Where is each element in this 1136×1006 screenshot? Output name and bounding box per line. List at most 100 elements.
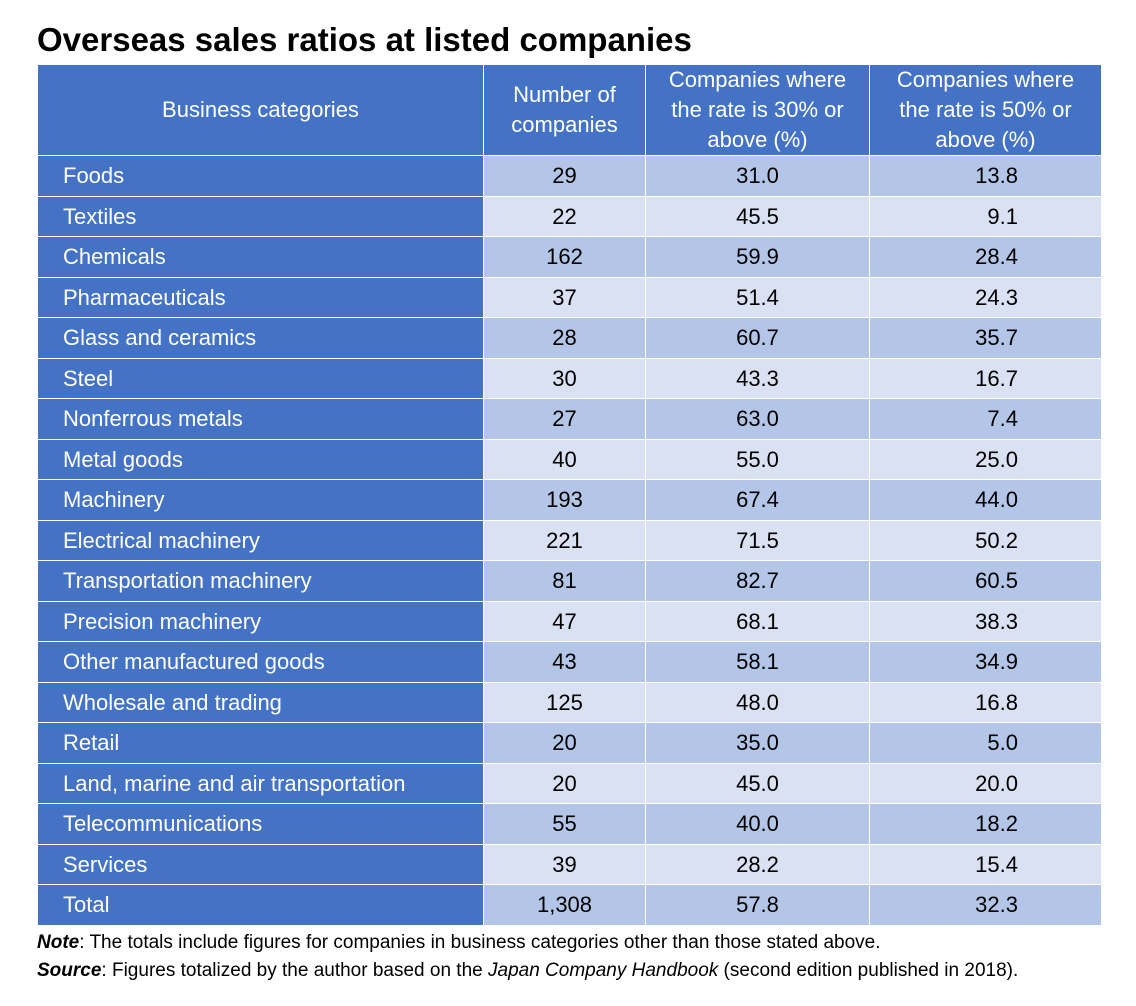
table-row: Foods 29 31.0 13.8 — [37, 155, 1102, 197]
table-row: Telecommunications 55 40.0 18.2 — [37, 803, 1102, 845]
table-row: Steel 30 43.3 16.7 — [37, 357, 1102, 399]
rate-30-cell: 57.8 — [645, 884, 870, 926]
table-row: Land, marine and air transportation 20 45.… — [37, 762, 1102, 804]
header-number-of-companies: Number of companies — [483, 64, 646, 156]
rate-50-cell: 16.8 — [869, 681, 1102, 723]
rate-50-cell: 50.2 — [869, 519, 1102, 561]
category-cell: Wholesale and trading — [37, 681, 484, 723]
category-cell: Transportation machinery — [37, 560, 484, 602]
rate-30-cell: 63.0 — [645, 398, 870, 440]
page-title: Overseas sales ratios at listed companie… — [37, 21, 692, 58]
table-row: Precision machinery 47 68.1 38.3 — [37, 600, 1102, 642]
category-cell: Foods — [37, 155, 484, 197]
company-count-cell: 43 — [483, 641, 646, 683]
company-count-cell: 22 — [483, 195, 646, 237]
company-count-cell: 81 — [483, 560, 646, 602]
company-count-cell: 30 — [483, 357, 646, 399]
source-text-after: (second edition published in 2018). — [718, 960, 1019, 981]
table-row: Machinery 193 67.4 44.0 — [37, 479, 1102, 521]
rate-30-cell: 43.3 — [645, 357, 870, 399]
category-cell: Electrical machinery — [37, 519, 484, 561]
table-header: Business categories Number of companies … — [37, 64, 1102, 156]
company-count-cell: 37 — [483, 276, 646, 318]
rate-50-cell: 7.4 — [869, 398, 1102, 440]
rate-50-cell: 60.5 — [869, 560, 1102, 602]
rate-30-cell: 71.5 — [645, 519, 870, 561]
category-cell: Land, marine and air transportation — [37, 762, 484, 804]
company-count-cell: 39 — [483, 843, 646, 885]
source-publication: Japan Company Handbook — [488, 960, 719, 981]
company-count-cell: 29 — [483, 155, 646, 197]
table-row: Electrical machinery 221 71.5 50.2 — [37, 519, 1102, 561]
rate-50-cell: 38.3 — [869, 600, 1102, 642]
category-cell: Metal goods — [37, 438, 484, 480]
category-cell: Pharmaceuticals — [37, 276, 484, 318]
header-rate-30-percent: Companies where the rate is 30% or above… — [645, 64, 870, 156]
rate-30-cell: 28.2 — [645, 843, 870, 885]
category-cell: Textiles — [37, 195, 484, 237]
footnotes: Note: The totals include figures for com… — [37, 929, 1018, 985]
rate-30-cell: 60.7 — [645, 317, 870, 359]
rate-50-cell: 44.0 — [869, 479, 1102, 521]
rate-50-cell: 9.1 — [869, 195, 1102, 237]
company-count-cell: 20 — [483, 762, 646, 804]
table-row: Textiles 22 45.5 9.1 — [37, 195, 1102, 237]
rate-50-cell: 13.8 — [869, 155, 1102, 197]
rate-30-cell: 45.0 — [645, 762, 870, 804]
category-cell: Chemicals — [37, 236, 484, 278]
table-total-row: Total 1,308 57.8 32.3 — [37, 884, 1102, 926]
rate-50-cell: 18.2 — [869, 803, 1102, 845]
category-cell: Telecommunications — [37, 803, 484, 845]
source-line: Source: Figures totalized by the author … — [37, 957, 1018, 985]
category-cell: Total — [37, 884, 484, 926]
note-line: Note: The totals include figures for com… — [37, 929, 1018, 957]
rate-50-cell: 20.0 — [869, 762, 1102, 804]
rate-30-cell: 45.5 — [645, 195, 870, 237]
rate-50-cell: 24.3 — [869, 276, 1102, 318]
table-row: Retail 20 35.0 5.0 — [37, 722, 1102, 764]
rate-50-cell: 25.0 — [869, 438, 1102, 480]
table-row: Services 39 28.2 15.4 — [37, 843, 1102, 885]
category-cell: Steel — [37, 357, 484, 399]
rate-50-cell: 28.4 — [869, 236, 1102, 278]
header-rate-50-percent-text: Companies where the rate is 50% or above… — [896, 67, 1075, 152]
company-count-cell: 40 — [483, 438, 646, 480]
sales-ratio-table: Business categories Number of companies … — [37, 64, 1102, 926]
rate-30-cell: 68.1 — [645, 600, 870, 642]
rate-30-cell: 58.1 — [645, 641, 870, 683]
rate-50-cell: 16.7 — [869, 357, 1102, 399]
table-row: Wholesale and trading 125 48.0 16.8 — [37, 681, 1102, 723]
company-count-cell: 221 — [483, 519, 646, 561]
rate-30-cell: 35.0 — [645, 722, 870, 764]
rate-50-cell: 34.9 — [869, 641, 1102, 683]
rate-30-cell: 82.7 — [645, 560, 870, 602]
company-count-cell: 125 — [483, 681, 646, 723]
header-number-of-companies-text: Number of companies — [511, 82, 618, 137]
table-row: Pharmaceuticals 37 51.4 24.3 — [37, 276, 1102, 318]
source-text-before: : Figures totalized by the author based … — [101, 960, 488, 981]
rate-30-cell: 40.0 — [645, 803, 870, 845]
table-row: Chemicals 162 59.9 28.4 — [37, 236, 1102, 278]
company-count-cell: 162 — [483, 236, 646, 278]
note-text: : The totals include figures for compani… — [79, 932, 881, 953]
category-cell: Precision machinery — [37, 600, 484, 642]
rate-50-cell: 5.0 — [869, 722, 1102, 764]
category-cell: Retail — [37, 722, 484, 764]
rate-50-cell: 32.3 — [869, 884, 1102, 926]
source-label: Source — [37, 960, 102, 981]
rate-50-cell: 15.4 — [869, 843, 1102, 885]
table-row: Transportation machinery 81 82.7 60.5 — [37, 560, 1102, 602]
table-row: Nonferrous metals 27 63.0 7.4 — [37, 398, 1102, 440]
table-row: Other manufactured goods 43 58.1 34.9 — [37, 641, 1102, 683]
header-rate-30-percent-text: Companies where the rate is 30% or above… — [668, 67, 847, 152]
company-count-cell: 27 — [483, 398, 646, 440]
company-count-cell: 20 — [483, 722, 646, 764]
rate-30-cell: 67.4 — [645, 479, 870, 521]
company-count-cell: 47 — [483, 600, 646, 642]
category-cell: Machinery — [37, 479, 484, 521]
header-business-categories: Business categories — [37, 64, 484, 156]
company-count-cell: 193 — [483, 479, 646, 521]
header-rate-50-percent: Companies where the rate is 50% or above… — [869, 64, 1102, 156]
header-row: Business categories Number of companies … — [37, 64, 1102, 156]
category-cell: Services — [37, 843, 484, 885]
